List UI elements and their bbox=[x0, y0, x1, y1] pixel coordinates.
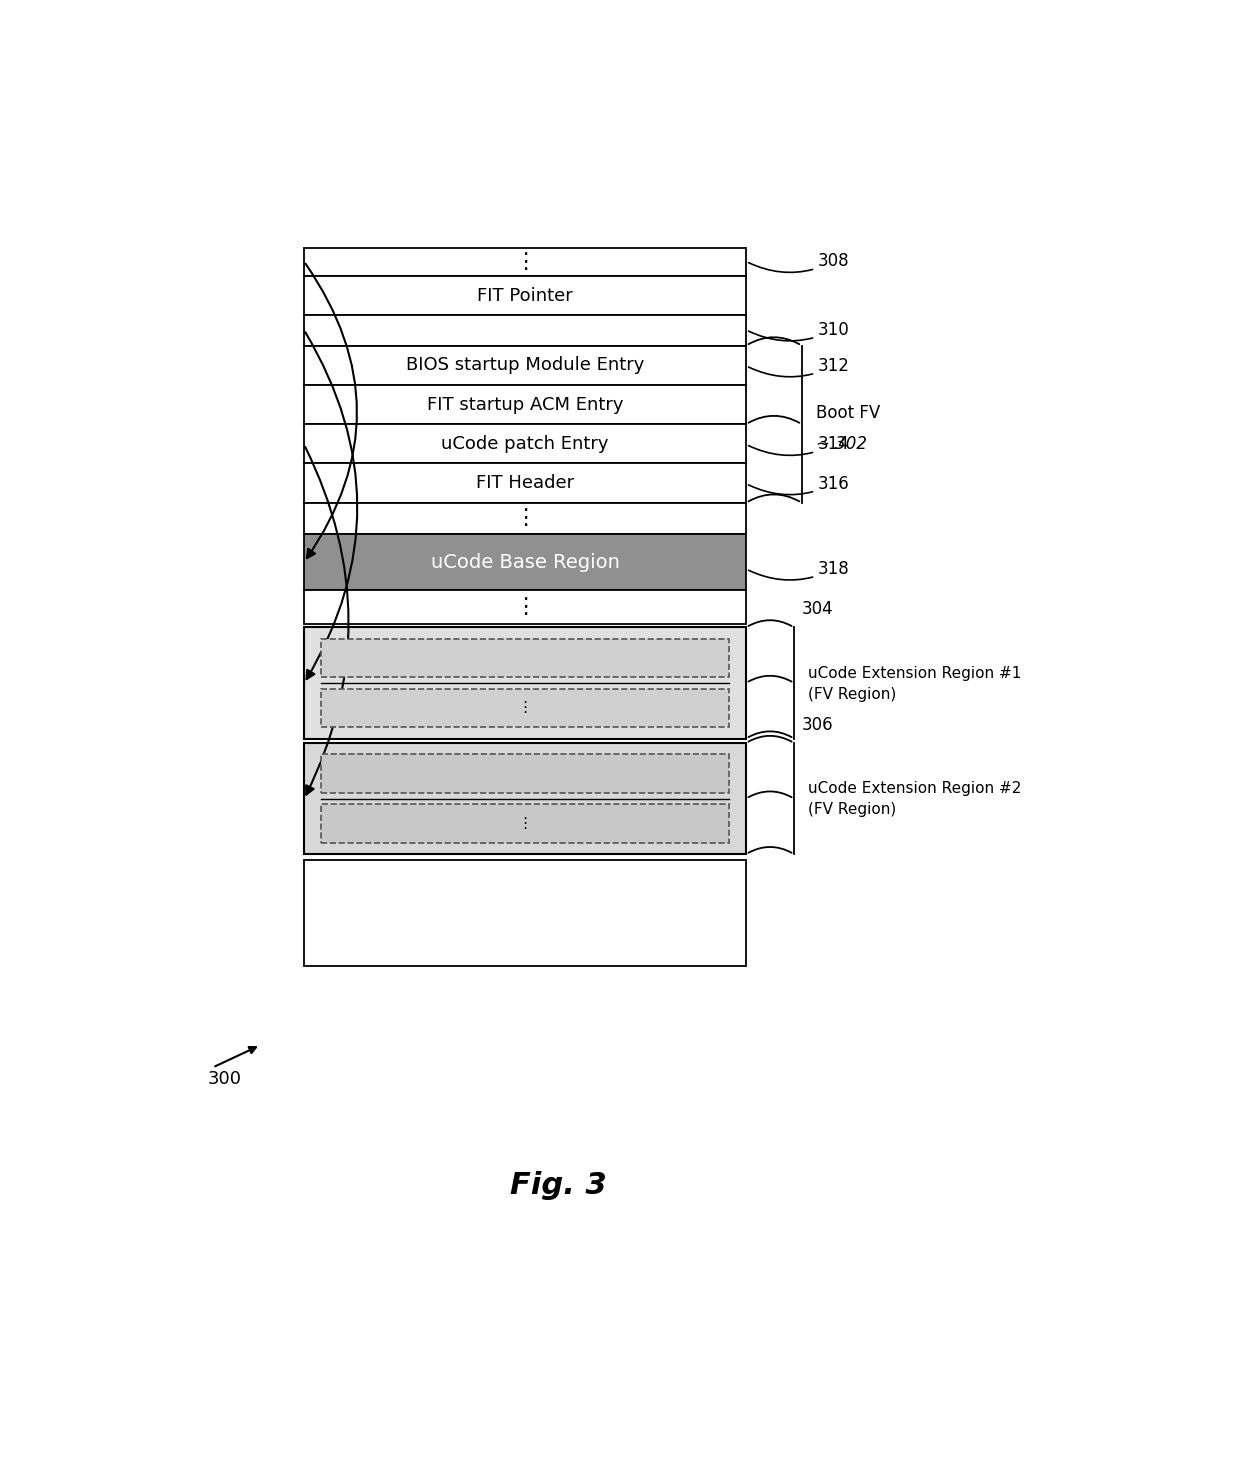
Text: 318: 318 bbox=[749, 560, 849, 580]
Text: ∼ 302: ∼ 302 bbox=[816, 436, 867, 453]
Text: ⋮: ⋮ bbox=[513, 598, 536, 617]
Bar bbox=[304, 590, 746, 624]
Text: uCode Extension Region #1
(FV Region): uCode Extension Region #1 (FV Region) bbox=[808, 665, 1022, 701]
Text: ⋮: ⋮ bbox=[513, 252, 536, 273]
Text: FIT Header: FIT Header bbox=[476, 474, 574, 493]
Bar bbox=[304, 744, 746, 854]
Bar bbox=[304, 464, 746, 503]
Text: 314: 314 bbox=[749, 436, 849, 455]
Text: 300: 300 bbox=[208, 1070, 242, 1088]
Bar bbox=[321, 639, 729, 678]
Text: 312: 312 bbox=[749, 357, 849, 376]
Text: 308: 308 bbox=[749, 252, 849, 273]
Text: FIT Pointer: FIT Pointer bbox=[477, 287, 573, 305]
Text: ⋮: ⋮ bbox=[517, 816, 533, 831]
Bar bbox=[321, 754, 729, 793]
Bar bbox=[321, 805, 729, 843]
Text: uCode Base Region: uCode Base Region bbox=[430, 553, 620, 572]
Bar bbox=[304, 860, 746, 967]
Bar bbox=[304, 276, 746, 315]
Bar bbox=[304, 385, 746, 424]
Text: uCode patch Entry: uCode patch Entry bbox=[441, 434, 609, 453]
Text: ⋮: ⋮ bbox=[517, 700, 533, 716]
Bar bbox=[304, 534, 746, 590]
Bar bbox=[304, 248, 746, 276]
Text: BIOS startup Module Entry: BIOS startup Module Entry bbox=[405, 356, 644, 375]
Text: 316: 316 bbox=[749, 475, 849, 494]
Text: 306: 306 bbox=[802, 716, 833, 733]
Text: FIT startup ACM Entry: FIT startup ACM Entry bbox=[427, 395, 624, 414]
Text: Boot FV: Boot FV bbox=[816, 404, 880, 421]
Bar bbox=[304, 424, 746, 464]
Text: ⋮: ⋮ bbox=[513, 509, 536, 528]
Text: 310: 310 bbox=[749, 321, 849, 341]
Bar bbox=[304, 503, 746, 534]
Text: 304: 304 bbox=[802, 601, 833, 618]
Bar bbox=[304, 346, 746, 385]
Text: Fig. 3: Fig. 3 bbox=[510, 1171, 608, 1200]
Bar bbox=[321, 688, 729, 728]
Bar bbox=[304, 627, 746, 739]
Bar bbox=[304, 315, 746, 346]
Text: uCode Extension Region #2
(FV Region): uCode Extension Region #2 (FV Region) bbox=[808, 781, 1022, 816]
